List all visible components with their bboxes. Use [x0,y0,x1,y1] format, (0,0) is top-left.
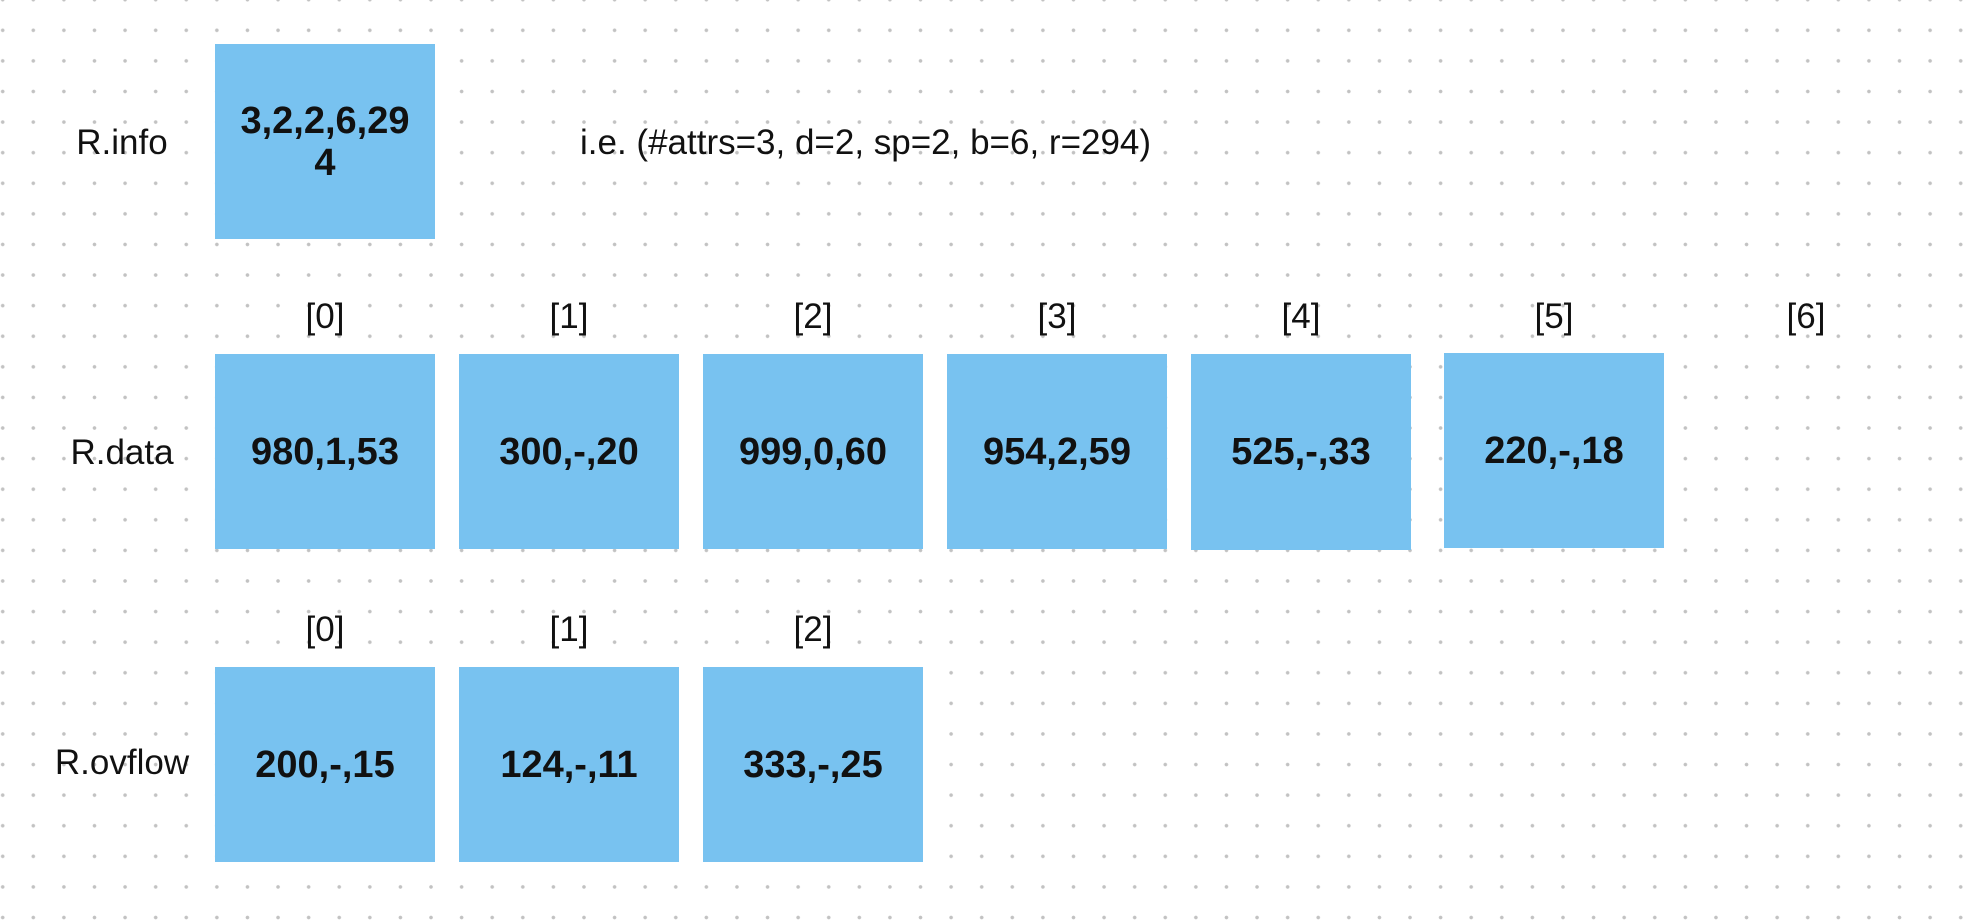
data-index-label: [3] [1037,297,1077,336]
data-cell-value: 980,1,53 [251,430,399,473]
ovflow-cell: 124,-,11 [459,667,679,862]
info-cell: 3,2,2,6,294 [215,44,435,239]
data-cell: 954,2,59 [947,354,1167,549]
data-cell-value: 220,-,18 [1484,429,1624,472]
data-cell: 980,1,53 [215,354,435,549]
ovflow-cell-value: 333,-,25 [743,743,883,786]
data-cell: 525,-,33 [1191,354,1411,550]
ovflow-row-label: R.ovflow [54,743,190,782]
ovflow-cell-value: 124,-,11 [500,743,638,786]
data-index-label: [1] [549,297,589,336]
ovflow-index-label: [1] [549,610,589,649]
info-row-label: R.info [76,123,168,162]
data-index-label: [6] [1786,297,1826,336]
ovflow-index-label: [0] [305,610,345,649]
data-cell: 220,-,18 [1444,353,1664,548]
ovflow-cell-value: 200,-,15 [255,743,395,786]
data-index-label: [5] [1534,297,1574,336]
ovflow-cell: 333,-,25 [703,667,923,862]
ovflow-index-label: [2] [793,610,833,649]
data-row-label: R.data [70,433,174,472]
info-note: i.e. (#attrs=3, d=2, sp=2, b=6, r=294) [580,123,1152,162]
data-index-label: [2] [793,297,833,336]
data-cell-value: 525,-,33 [1231,431,1371,473]
data-index-label: [0] [305,297,345,336]
data-cell-value: 999,0,60 [739,430,887,473]
data-index-label: [4] [1281,297,1321,336]
data-cell: 999,0,60 [703,354,923,549]
data-cell-value: 300,-,20 [499,430,639,473]
ovflow-cell: 200,-,15 [215,667,435,862]
data-cell: 300,-,20 [459,354,679,549]
data-cell-value: 954,2,59 [983,430,1131,473]
info-cell-value: 3,2,2,6,294 [240,99,410,184]
